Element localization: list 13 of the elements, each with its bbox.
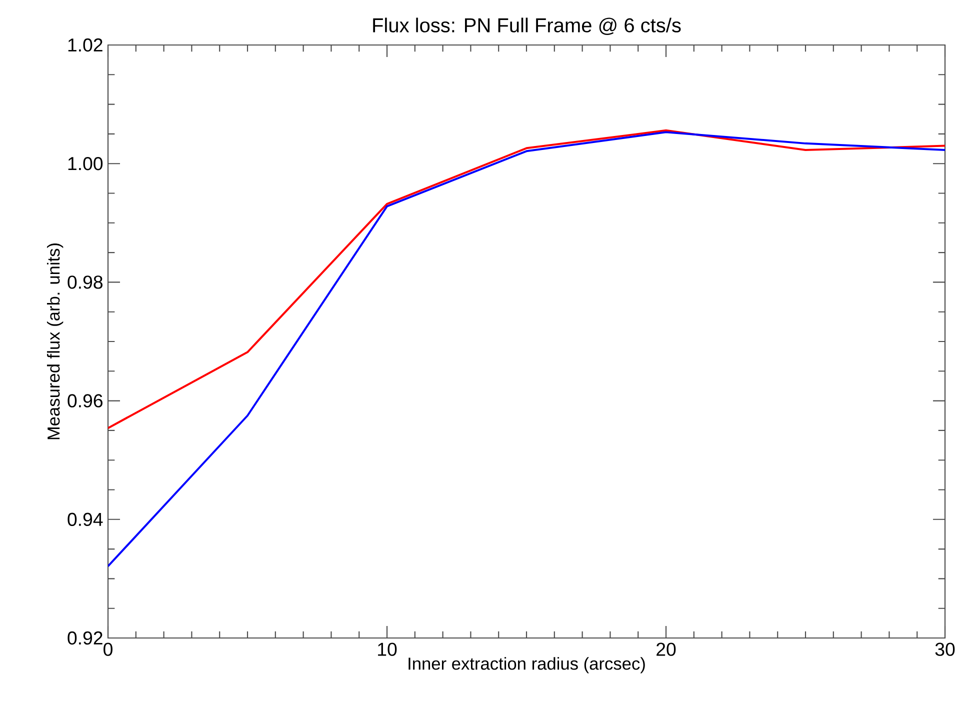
y-axis-title: Measured flux (arb. units)	[46, 244, 64, 440]
y-tick-label: 1.02	[68, 38, 102, 52]
x-tick-label: 20	[656, 642, 676, 656]
y-tick-label: 1.00	[68, 156, 103, 170]
y-tick-label: 0.96	[68, 394, 102, 408]
chart-title: Flux loss: PN Full Frame @ 6 cts/s	[373, 18, 681, 35]
y-tick-label: 0.92	[68, 631, 102, 645]
y-tick-label: 0.94	[68, 512, 103, 526]
x-tick-label: 30	[935, 642, 955, 656]
x-tick-label: 10	[378, 642, 397, 656]
x-tick-label: 0	[104, 642, 112, 656]
x-axis-title: Inner extraction radius (arcsec)	[408, 657, 645, 674]
y-tick-label: 0.98	[68, 276, 102, 289]
